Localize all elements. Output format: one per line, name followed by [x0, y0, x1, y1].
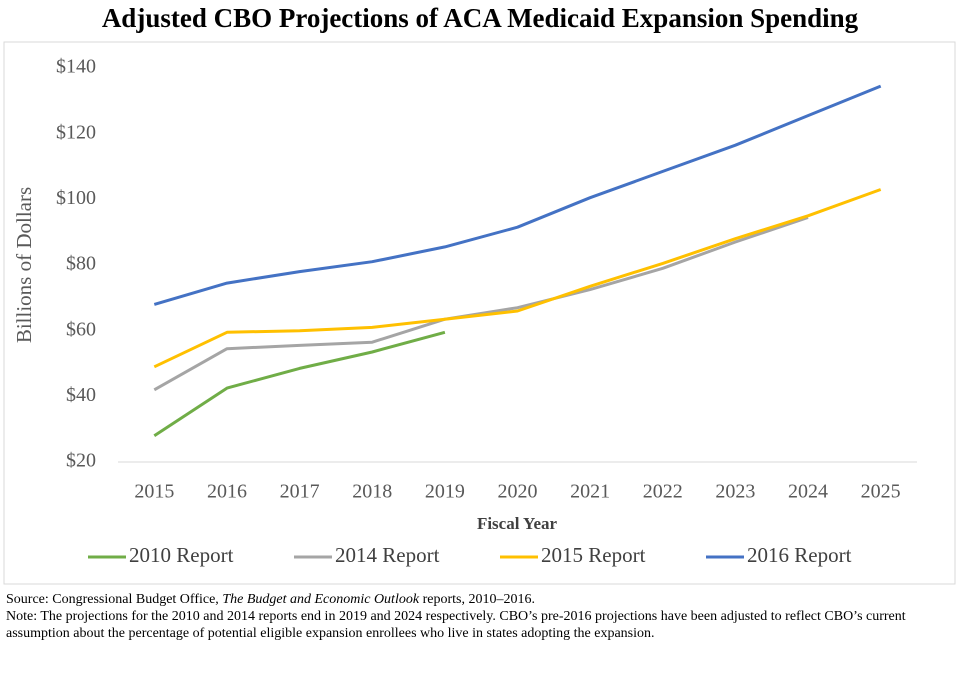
- legend-label: 2016 Report: [747, 543, 852, 567]
- legend-label: 2014 Report: [335, 543, 440, 567]
- note: Note: The projections for the 2010 and 2…: [6, 609, 906, 641]
- x-axis-label: Fiscal Year: [477, 514, 558, 533]
- x-tick-label: 2024: [788, 481, 828, 503]
- x-tick-label: 2016: [207, 481, 247, 503]
- legend-label: 2015 Report: [541, 543, 646, 567]
- y-tick-label: $80: [66, 253, 96, 275]
- x-tick-label: 2021: [570, 481, 610, 503]
- y-tick-label: $120: [56, 121, 96, 143]
- y-tick-label: $60: [66, 318, 96, 340]
- x-tick-label: 2020: [498, 481, 538, 503]
- x-tick-label: 2017: [280, 481, 320, 503]
- series-line: [153, 84, 882, 306]
- source-text: Source: Congressional Budget Office,: [6, 592, 223, 607]
- x-tick-label: 2019: [425, 481, 465, 503]
- series-line: [153, 188, 882, 369]
- x-tick-label: 2022: [643, 481, 683, 503]
- y-tick-label: $140: [56, 56, 96, 78]
- x-tick-label: 2015: [134, 481, 174, 503]
- chart-frame: [3, 41, 956, 585]
- legend-label: 2010 Report: [129, 543, 234, 567]
- y-tick-label: $100: [56, 187, 96, 209]
- series-line: [153, 215, 809, 392]
- x-tick-label: 2025: [861, 481, 901, 503]
- x-tick-label: 2023: [715, 481, 755, 503]
- y-tick-label: $40: [66, 384, 96, 406]
- series-line: [153, 330, 446, 437]
- chart-title: Adjusted CBO Projections of ACA Medicaid…: [102, 3, 859, 33]
- source-title: The Budget and Economic Outlook: [222, 592, 420, 607]
- y-axis-label: Billions of Dollars: [12, 187, 36, 343]
- source-text: reports, 2010–2016.: [419, 592, 535, 607]
- y-tick-label: $20: [66, 450, 96, 472]
- x-tick-label: 2018: [352, 481, 392, 503]
- footnotes: Source: Congressional Budget Office, The…: [6, 591, 956, 642]
- chart: Adjusted CBO Projections of ACA Medicaid…: [3, 3, 956, 585]
- source: Source: Congressional Budget Office, The…: [6, 591, 956, 608]
